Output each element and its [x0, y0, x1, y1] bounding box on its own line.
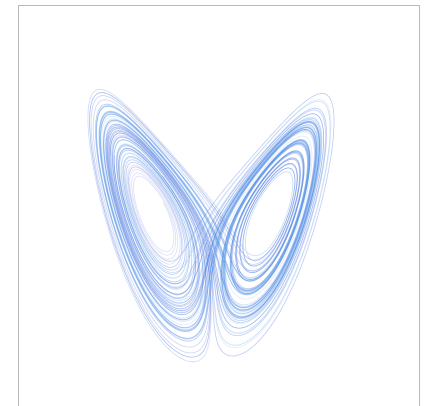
page — [0, 0, 428, 406]
lorenz-attractor — [0, 0, 428, 406]
